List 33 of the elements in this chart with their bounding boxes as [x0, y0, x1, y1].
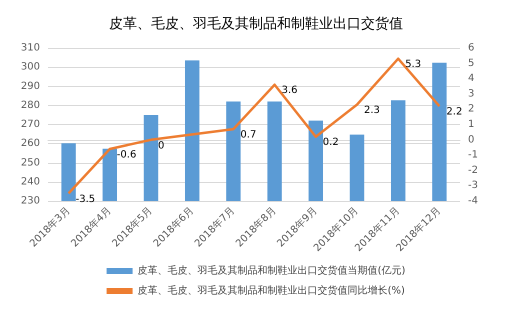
y2-tick-label: 2	[468, 104, 474, 115]
legend-label: 皮革、毛皮、羽毛及其制品和制鞋业出口交货值当期值(亿元)	[138, 264, 406, 276]
y-tick-label: 310	[20, 42, 40, 54]
data-label: 3.6	[282, 85, 298, 96]
data-label: 5.3	[405, 59, 422, 70]
y2-tick-label: 1	[468, 119, 474, 130]
y2-tick-label: -1	[468, 150, 478, 161]
line-series	[67, 57, 441, 195]
y2-tick-label: 4	[468, 73, 474, 84]
y-tick-label: 280	[20, 100, 40, 111]
y-tick-label: 230	[20, 196, 40, 206]
y-tick-label: 290	[20, 80, 40, 92]
y-tick-label: 300	[20, 62, 40, 73]
y-tick-label: 270	[20, 119, 40, 130]
y-tick-label: 240	[20, 176, 40, 188]
y2-tick-label: -2	[468, 164, 478, 176]
y-tick-label: 250	[20, 157, 40, 168]
data-label: 0	[158, 140, 164, 152]
legend-label: 皮革、毛皮、羽毛及其制品和制鞋业出口交货值同比增长(%)	[138, 284, 405, 296]
data-label: -3.5	[76, 194, 96, 205]
data-label: 2.2	[446, 106, 462, 118]
y2-tick-label: 6	[468, 42, 474, 54]
y2-tick-label: -3	[468, 180, 478, 192]
data-label: -0.6	[116, 149, 136, 160]
y2-tick-label: 3	[468, 88, 474, 100]
data-label: 0.7	[240, 130, 256, 141]
y-tick-label: 260	[20, 138, 40, 150]
y2-tick-label: 5	[468, 58, 474, 69]
data-label: 0.2	[322, 137, 339, 148]
y2-tick-label: 0	[468, 134, 474, 146]
chart-title: 皮革、毛皮、羽毛及其制品和制鞋业出口交货值	[109, 16, 403, 32]
data-label: 2.3	[364, 105, 380, 116]
y2-tick-label: -4	[468, 196, 478, 206]
